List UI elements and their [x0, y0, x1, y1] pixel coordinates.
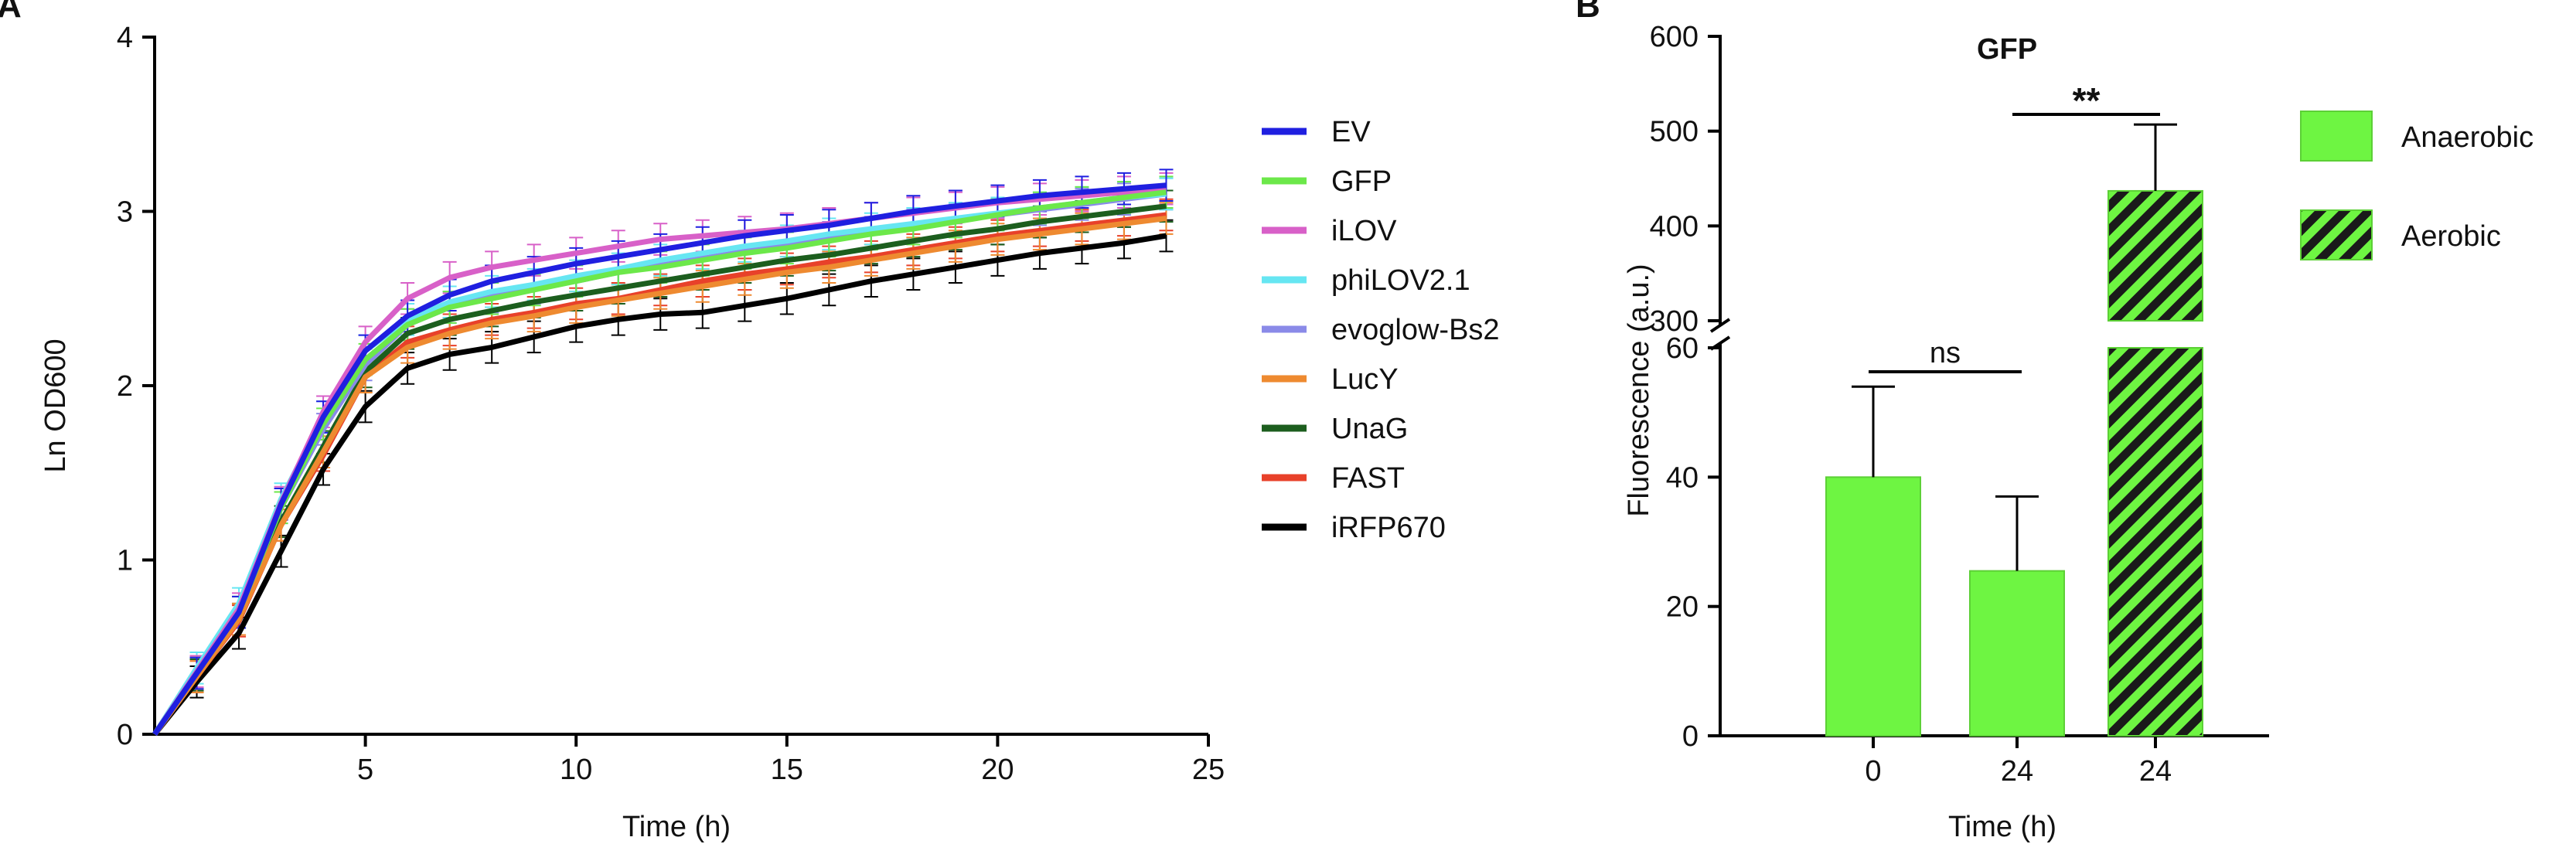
panel-a-y-tick-label: 1 [117, 545, 133, 577]
panel-b-x-tick-label: 24 [2139, 755, 2172, 788]
panel-a-series-lines [152, 182, 1167, 737]
legend-label-fast: FAST [1331, 462, 1405, 495]
panel-a-axes: 0 1 2 3 4 5 10 15 20 25 [117, 22, 1225, 786]
panel-b-y-tick-label: 20 [1666, 591, 1699, 624]
legend-label-aerobic: Aerobic [2401, 220, 2501, 253]
legend-swatch-anaerobic [2300, 111, 2373, 162]
panel-b-label: B [1576, 0, 1600, 25]
bar-3-lower [2107, 347, 2203, 737]
panel-b-y-tick-label: 500 [1650, 116, 1699, 148]
legend-label-irfp670: iRFP670 [1331, 512, 1446, 544]
series-line-ev [152, 182, 1167, 736]
series-line-irfp670 [152, 233, 1167, 737]
panel-a-x-tick-label: 20 [981, 754, 1014, 786]
bar-3-upper [2107, 189, 2203, 322]
panel-b-axis-break-mark [1709, 318, 1731, 333]
series-line-gfp [152, 189, 1167, 736]
panel-a-x-tick-label: 15 [771, 754, 803, 786]
panel-b-significance: ns ** [1869, 80, 2160, 373]
panel-b-x-tick-label: 24 [2001, 755, 2033, 788]
bar-2 [1969, 570, 2065, 737]
panel-a-xlabel: Time (h) [622, 811, 731, 843]
panel-a-ylabel: Ln OD600 [39, 339, 72, 472]
panel-b-y-tick-label: 300 [1650, 305, 1699, 338]
legend-label-gfp: GFP [1331, 165, 1392, 198]
panel-b-y-tick-label: 60 [1666, 332, 1699, 365]
panel-a-y-tick-label: 0 [117, 719, 133, 751]
legend-label-evoglow-bs2: evoglow-Bs2 [1331, 314, 1500, 346]
panel-a-label: A [0, 0, 22, 25]
panel-a-y-tick-label: 2 [117, 370, 133, 403]
panel-b-y-tick-label: 400 [1650, 210, 1699, 243]
panel-b-y-tick-label: 40 [1666, 461, 1699, 494]
panel-a-x-tick-label: 10 [560, 754, 592, 786]
legend-label-unag: UnaG [1331, 413, 1408, 445]
panel-b-x-tick-label: 0 [1865, 755, 1881, 788]
panel-a-y-tick-label: 4 [117, 22, 133, 54]
panel-b-labels: GFP Fluorescence (a.u.) Time (h) [1623, 33, 2056, 843]
legend-label-ev: EV [1331, 116, 1371, 148]
significance-label-stars: ** [2073, 80, 2101, 121]
legend-label-ilov: iLOV [1331, 215, 1397, 247]
bar-1 [1825, 476, 1921, 737]
legend-swatch-aerobic [2300, 209, 2373, 260]
panel-b-ylabel: Fluorescence (a.u.) [1623, 264, 1655, 516]
panel-b-y-tick-label: 0 [1682, 720, 1699, 753]
panel-a-x-tick-label: 25 [1192, 754, 1225, 786]
panel-a-x-tick-label: 5 [357, 754, 373, 786]
legend-label-anaerobic: Anaerobic [2401, 121, 2533, 154]
legend-label-philov2-1: phiLOV2.1 [1331, 264, 1470, 297]
panel-b-legend: Anaerobic Aerobic [2300, 111, 2533, 260]
panel-b-bars [1825, 123, 2203, 737]
significance-label-ns: ns [1930, 337, 1961, 369]
panel-a-legend: EV GFP iLOV phiLOV2.1 evoglow-Bs2 LucY UnaG FAS… [1262, 116, 1500, 544]
series-line-lucy [152, 216, 1167, 737]
panel-a-labels: Ln OD600 Time (h) [39, 339, 731, 843]
legend-label-lucy: LucY [1331, 363, 1399, 396]
panel-a-y-tick-label: 3 [117, 196, 133, 229]
panel-b-title: GFP [1977, 33, 2037, 66]
panel-b-xlabel: Time (h) [1948, 811, 2056, 843]
panel-b-y-tick-label: 600 [1650, 21, 1699, 53]
